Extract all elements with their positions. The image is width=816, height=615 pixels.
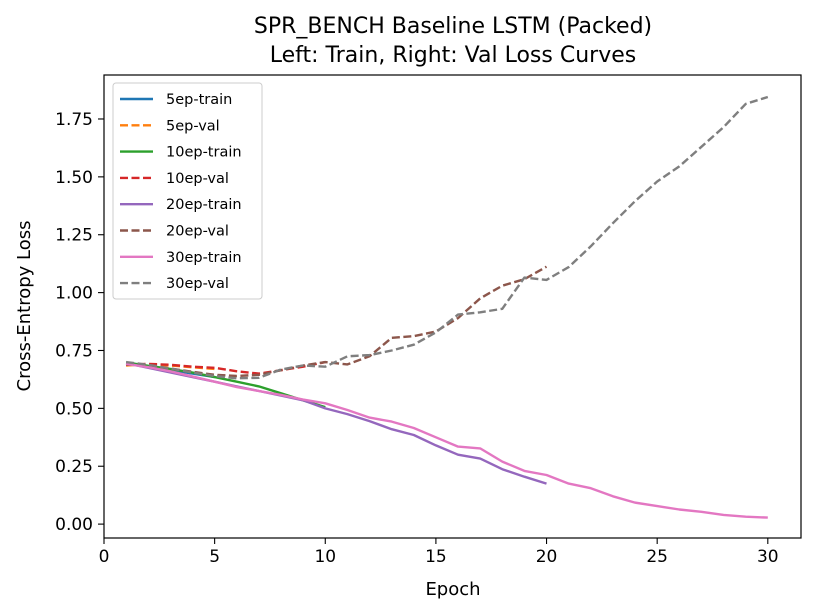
y-tick-label: 1.00: [55, 284, 93, 304]
y-tick-label: 0.50: [55, 399, 93, 419]
y-tick-label: 0.25: [55, 457, 93, 477]
x-tick-label: 5: [209, 547, 220, 567]
legend-label-10ep-train: 10ep-train: [166, 145, 242, 161]
x-tick-label: 20: [536, 547, 558, 567]
y-tick-label: 1.25: [55, 226, 93, 246]
x-tick-label: 15: [425, 547, 447, 567]
ticks-layer: 0 5 10 15 20 25 30 0.00 0.25 0.50 0.75 1.00 1.25 1.50…: [55, 110, 778, 567]
legend-label-10ep-val: 10ep-val: [166, 171, 229, 187]
x-axis-label: Epoch: [425, 579, 480, 600]
series-line-30ep-val: [125, 95, 769, 380]
y-tick-label: 1.75: [55, 110, 93, 130]
series-line-30ep-train: [125, 362, 768, 519]
chart-subtitle: Left: Train, Right: Val Loss Curves: [270, 43, 636, 68]
y-axis-label: Cross-Entropy Loss: [14, 221, 35, 392]
x-tick-label: 10: [314, 547, 336, 567]
chart-title: SPR_BENCH Baseline LSTM (Packed): [254, 14, 652, 39]
legend-label-30ep-val: 30ep-val: [166, 276, 229, 292]
plot-area-frame: [103, 74, 802, 539]
x-tick-label: 0: [99, 547, 110, 567]
x-tick-label: 25: [646, 547, 668, 567]
y-tick-label: 0.00: [55, 515, 93, 535]
series-layer: [125, 95, 769, 519]
y-tick-label: 1.50: [55, 168, 93, 188]
legend: 5ep-train 5ep-val 10ep-train 10ep-val 20ep-t…: [112, 82, 263, 300]
y-tick-label: 0.75: [55, 341, 93, 361]
x-tick-label: 30: [757, 547, 779, 567]
legend-frame: [112, 82, 263, 300]
legend-label-20ep-val: 20ep-val: [166, 224, 229, 240]
legend-label-5ep-train: 5ep-train: [166, 92, 232, 108]
series-line-20ep-train: [125, 362, 547, 485]
legend-label-20ep-train: 20ep-train: [166, 197, 242, 213]
legend-label-5ep-val: 5ep-val: [166, 118, 220, 134]
legend-label-30ep-train: 30ep-train: [166, 250, 242, 266]
